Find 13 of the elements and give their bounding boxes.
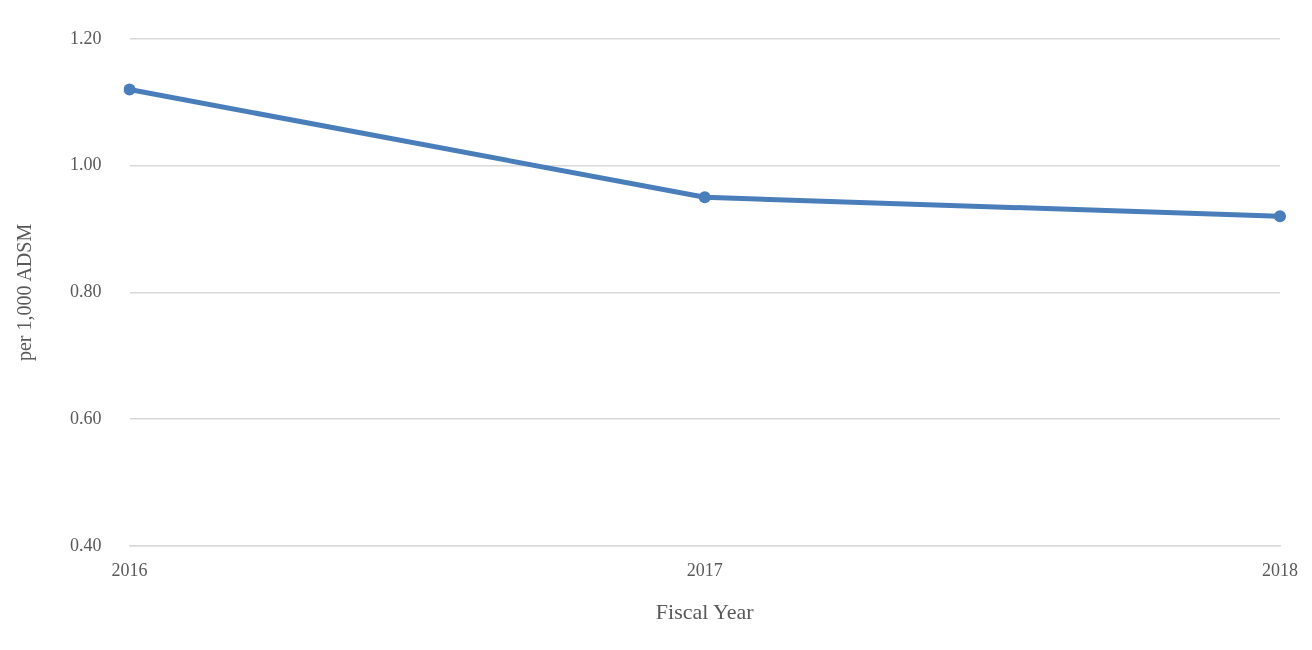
y-tick-label: 0.60 bbox=[70, 407, 102, 428]
y-axis-title: per 1,000 ADSM bbox=[13, 223, 37, 362]
y-tick-label: 0.80 bbox=[70, 281, 102, 302]
x-axis-title: Fiscal Year bbox=[655, 598, 755, 624]
x-tick-label: 2017 bbox=[686, 559, 723, 580]
x-tick-label: 2018 bbox=[1262, 559, 1298, 580]
x-tick-label: 2016 bbox=[111, 559, 148, 580]
point bbox=[1274, 210, 1286, 223]
y-tick-label: 1.20 bbox=[70, 27, 102, 48]
point bbox=[698, 191, 711, 204]
y-tick-label: 1.00 bbox=[70, 154, 102, 175]
y-tick-label: 0.40 bbox=[70, 534, 102, 555]
point bbox=[123, 83, 136, 96]
